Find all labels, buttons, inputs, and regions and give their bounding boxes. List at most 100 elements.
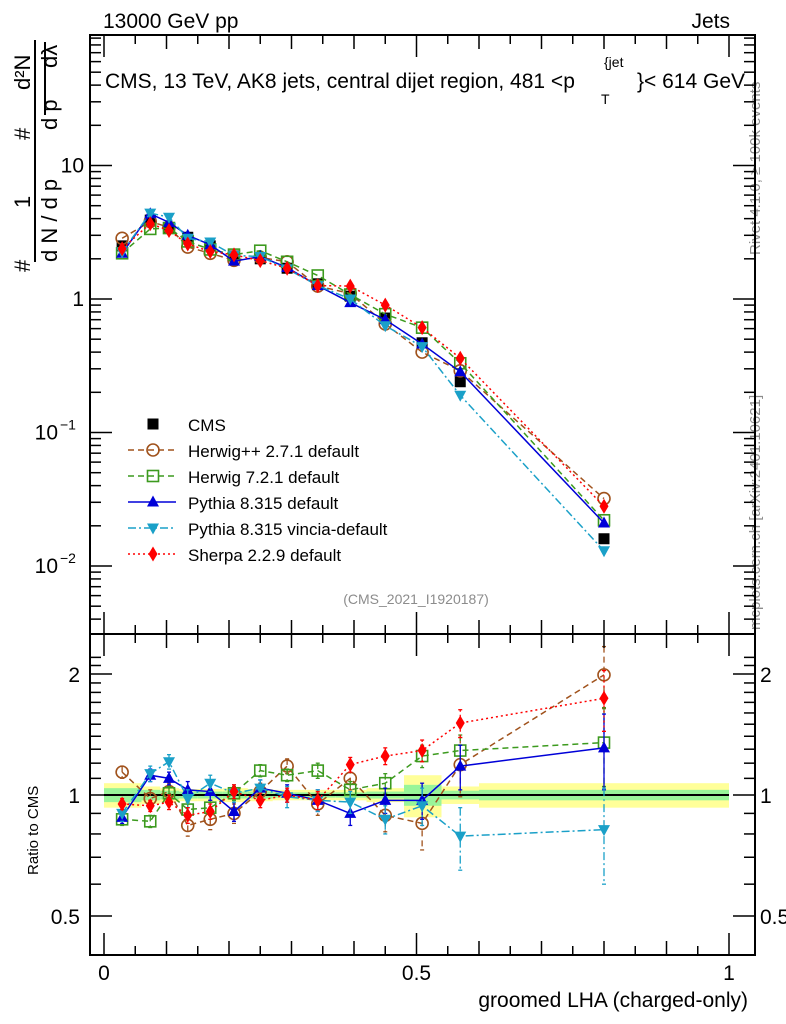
data-point [598, 516, 610, 528]
legend-item: CMS [147, 416, 226, 435]
main-series-group [115, 207, 611, 558]
ratio-point [181, 794, 194, 806]
legend-label: Sherpa 2.2.9 default [188, 546, 341, 565]
ratio-series-herwig-7-2-1-default [115, 706, 611, 829]
legend-item: Pythia 8.315 default [128, 494, 339, 513]
ratio-uncertainty-band [104, 775, 729, 818]
ratio-point [228, 804, 240, 816]
ratio-point [163, 757, 175, 769]
data-point [205, 243, 215, 259]
ratio-point [598, 741, 610, 753]
title-main: CMS, 13 TeV, AK8 jets, central dijet reg… [105, 70, 575, 93]
legend-marker [146, 469, 160, 483]
legend-marker [147, 495, 159, 507]
ratio-point [313, 792, 323, 808]
legend-label: Herwig++ 2.7.1 default [188, 442, 359, 461]
data-point [255, 253, 265, 269]
ratio-point [115, 765, 129, 779]
ratio-point [183, 807, 193, 823]
legend-marker [147, 523, 159, 535]
ratio-point [380, 748, 390, 764]
data-point [144, 208, 157, 220]
data-point [229, 247, 239, 263]
ratio-point [417, 743, 427, 759]
data-point [417, 320, 427, 336]
ratio-point [599, 690, 609, 706]
title-sub: T [601, 91, 610, 107]
ratio-series-pythia-8-315-default [116, 713, 610, 827]
ratio-point [229, 784, 239, 800]
ratio-series-sherpa-2-2-9-default [117, 669, 609, 825]
ratio-frame: 2 2 1 1 0.5 0.5 0 0.5 1 [51, 633, 786, 985]
series-line [121, 212, 605, 552]
title-tail: }< 614 GeV [637, 70, 745, 93]
x-axis-label: groomed LHA (charged-only) [478, 989, 748, 1012]
ratio-point [311, 764, 325, 777]
series-herwig-2-7-1-default [115, 214, 611, 506]
series-line [121, 222, 605, 507]
data-point [117, 241, 127, 257]
ratio-y-tick-label: 1 [68, 785, 80, 808]
ratio-point [255, 792, 265, 808]
data-point [416, 342, 429, 354]
y-tick-label: 1 [72, 288, 84, 311]
ratio-point [117, 796, 127, 812]
legend-item: Herwig 7.2.1 default [128, 468, 339, 487]
ratio-point [181, 783, 194, 795]
ylabel-hash-2: # [10, 127, 35, 140]
data-point [204, 237, 217, 249]
ratio-point [598, 825, 610, 837]
ylabel-denominator: d N / d p [37, 179, 62, 262]
ratio-point [204, 778, 217, 790]
y-tick-label: 10 [61, 155, 84, 178]
ratio-point [254, 783, 267, 795]
x-tick-label: 1 [723, 962, 735, 985]
x-tick-label: 0 [98, 962, 110, 985]
legend-label: Herwig 7.2.1 default [188, 468, 339, 487]
y-tick-label: 10 [35, 555, 58, 578]
ratio-y-tick-label: 2 [68, 664, 80, 687]
legend-label: Pythia 8.315 vincia-default [188, 520, 388, 539]
ylabel-one: 1 [10, 196, 35, 208]
title-sup: {jet [604, 54, 624, 70]
legend-label: CMS [188, 416, 226, 435]
ratio-y-tick-label-right: 2 [760, 664, 772, 687]
legend-marker [147, 418, 159, 430]
legend-label: Pythia 8.315 default [188, 494, 339, 513]
ratio-point [253, 764, 267, 777]
data-point [380, 297, 390, 313]
ylabel-dp: d p [37, 99, 62, 130]
ratio-ylabel: Ratio to CMS [25, 786, 42, 875]
ratio-point [204, 785, 217, 797]
data-point [598, 533, 610, 545]
legend-item: Pythia 8.315 vincia-default [128, 520, 388, 539]
ratio-line [122, 741, 605, 823]
ylabel-numerator: d²N [10, 55, 35, 90]
ratio-series-group [115, 645, 611, 885]
header-left: 13000 GeV pp [103, 10, 238, 33]
data-point [164, 222, 174, 238]
analysis-watermark: (CMS_2021_I1920187) [343, 591, 489, 607]
ratio-point [416, 801, 429, 813]
y-tick-exponent: −2 [60, 550, 76, 566]
ratio-point [164, 794, 174, 810]
data-point [454, 376, 466, 388]
legend-marker [146, 443, 160, 457]
data-point [145, 216, 155, 232]
data-point [379, 321, 392, 333]
y-tick-exponent: −1 [60, 417, 76, 433]
plot-title: CMS, 13 TeV, AK8 jets, central dijet reg… [105, 54, 745, 107]
ratio-point [345, 757, 355, 773]
ratio-point [116, 808, 129, 820]
data-point [598, 546, 610, 558]
ylabel-hash-1: # [10, 259, 35, 272]
ratio-point [145, 798, 155, 814]
ratio-y-tick-label-right: 1 [760, 785, 772, 808]
ratio-series-herwig-2-7-1-default [115, 645, 611, 851]
legend: CMS Herwig++ 2.7.1 default Herwig 7.2.1 de… [128, 416, 388, 565]
ratio-y-tick-label: 0.5 [51, 906, 80, 929]
header-right: Jets [691, 10, 730, 33]
ratio-y-tick-label-right: 0.5 [760, 906, 786, 929]
